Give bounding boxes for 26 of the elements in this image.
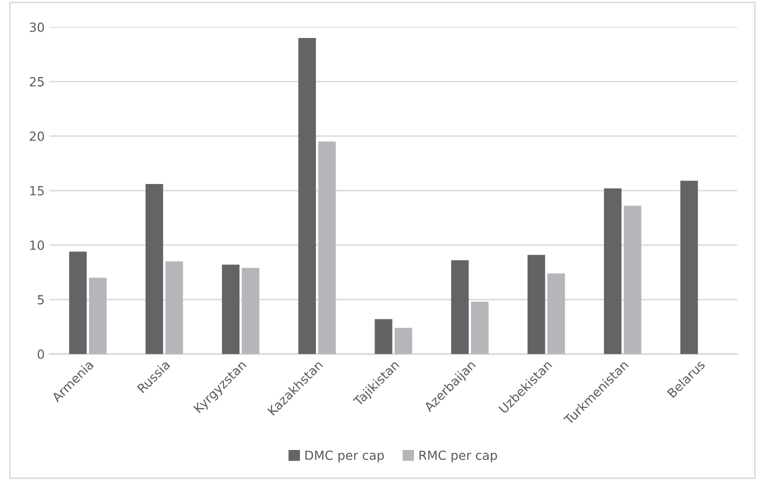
bar (374, 319, 392, 354)
legend-label: DMC per cap (305, 450, 384, 462)
bar (394, 328, 412, 354)
bar (528, 254, 546, 354)
y-tick-label: 10 (30, 240, 44, 250)
legend-label: RMC per cap (420, 450, 497, 462)
y-tick-label: 5 (38, 295, 44, 304)
bar (451, 260, 469, 354)
bar (298, 38, 316, 354)
bar (604, 188, 622, 354)
bar (89, 278, 107, 354)
bar (318, 141, 336, 354)
bar (624, 206, 642, 354)
y-tick-label: 30 (30, 22, 44, 32)
bar (165, 261, 183, 354)
y-tick-label: 0 (38, 350, 44, 359)
y-tick-label: 20 (30, 132, 44, 141)
y-tick-label: 25 (30, 77, 44, 86)
bar (547, 273, 565, 354)
bar (471, 302, 489, 354)
bar (69, 252, 87, 354)
bar (242, 268, 260, 354)
bar (680, 180, 698, 354)
y-tick-label: 15 (30, 186, 44, 196)
bar (146, 184, 164, 354)
bar (222, 264, 240, 354)
